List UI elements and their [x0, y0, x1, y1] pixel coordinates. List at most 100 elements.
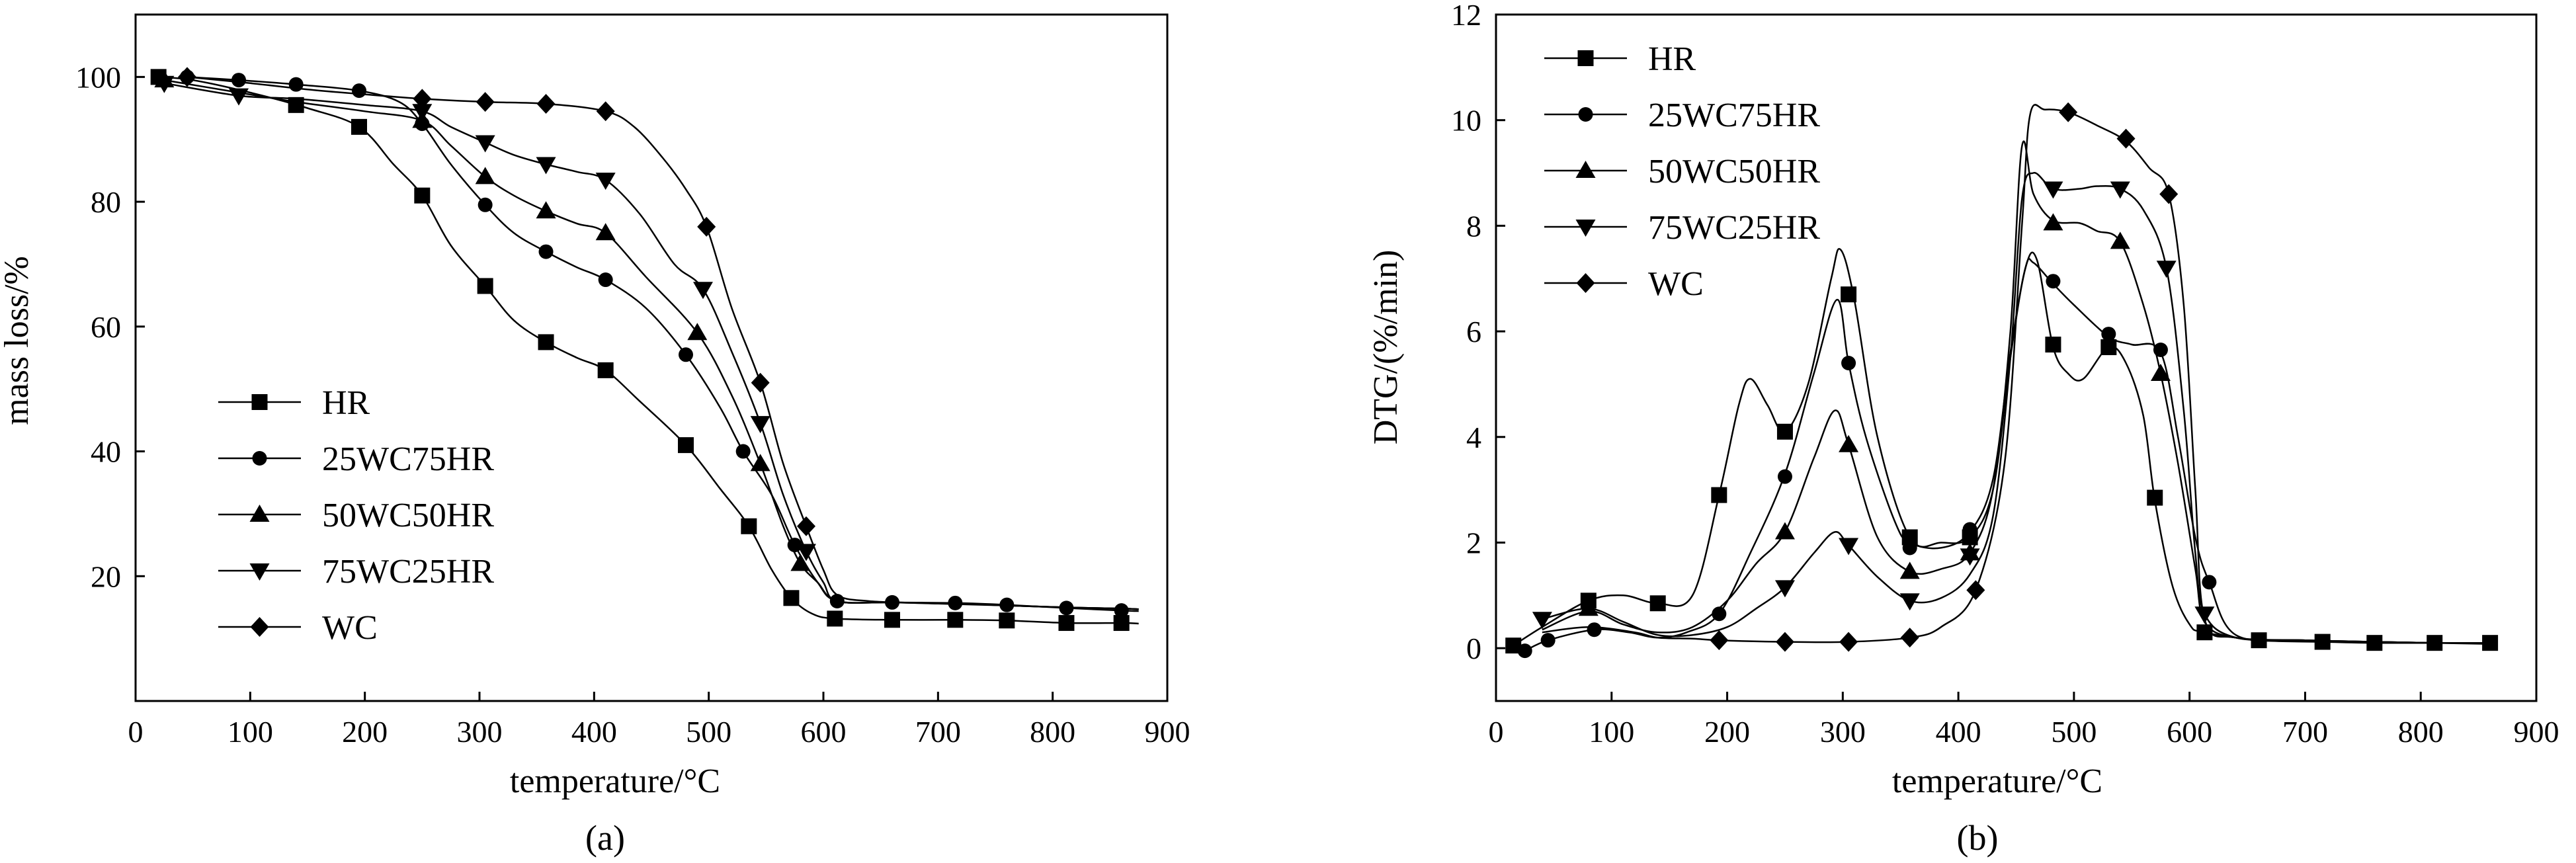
data-point-50wc50hr	[1578, 598, 1599, 616]
data-point-25wc75hr	[735, 444, 751, 459]
data-point-25wc75hr	[679, 347, 693, 362]
legend-marker-50wc50hr	[1575, 161, 1596, 178]
data-point-25wc75hr	[2153, 343, 2168, 358]
data-point-75wc25hr	[2156, 261, 2177, 278]
x-tick-label-a: 200	[342, 715, 388, 749]
x-tick-label-a: 800	[1030, 715, 1075, 749]
data-point-75wc25hr	[536, 157, 556, 175]
data-point-hr	[351, 118, 367, 135]
x-tick-label-a: 500	[686, 715, 731, 749]
data-point-wc	[1966, 580, 1985, 600]
data-point-50wc50hr	[1899, 561, 1920, 579]
legend-marker-wc	[250, 617, 269, 637]
data-point-75wc25hr	[475, 135, 495, 153]
series-75wc25hr-a	[154, 75, 1139, 610]
series-line-wc	[187, 76, 1139, 610]
x-tick-label-a: 600	[801, 715, 847, 749]
data-point-25wc75hr	[1587, 622, 1602, 637]
y-tick-label-a: 100	[75, 60, 121, 94]
data-point-wc	[751, 372, 770, 393]
x-tick-label-b: 800	[2398, 715, 2444, 749]
data-point-50wc50hr	[475, 167, 495, 185]
data-point-25wc75hr	[2046, 274, 2061, 289]
y-tick-label-b: 2	[1466, 526, 1481, 559]
data-point-hr	[477, 278, 493, 294]
data-point-25wc75hr	[1540, 633, 1556, 648]
data-point-hr	[999, 612, 1015, 629]
chart-panel-b: DTG/(%/min) temperature/°C (b) 0 100 200 30…	[1367, 0, 2559, 858]
data-point-hr	[1841, 286, 1857, 303]
series-line-25wc75hr	[1524, 258, 2491, 652]
series-line-50wc50hr	[164, 79, 1139, 610]
data-point-50wc50hr	[1839, 434, 1859, 452]
data-point-75wc25hr	[1960, 548, 1980, 566]
legend-marker-75wc25hr	[1575, 220, 1596, 237]
series-line-hr	[1513, 248, 2491, 647]
data-point-hr	[783, 590, 800, 606]
data-point-hr	[597, 362, 614, 378]
data-point-hr	[884, 612, 900, 628]
data-point-wc	[1775, 632, 1794, 652]
data-point-25wc75hr	[598, 272, 613, 288]
data-point-wc	[697, 216, 716, 237]
data-point-50wc50hr	[595, 223, 616, 241]
y-tick-label-b: 4	[1466, 421, 1481, 454]
data-point-wc	[536, 93, 556, 114]
legend-label-50wc50hr: 50WC50HR	[1648, 153, 1820, 190]
series-line-wc	[1542, 104, 2491, 645]
panel-label-a: (a)	[585, 818, 625, 858]
y-tick-label-a: 20	[91, 559, 121, 593]
x-tick-label-b: 400	[1936, 715, 1981, 749]
x-tick-label-b: 300	[1820, 715, 1866, 749]
series-line-hr	[158, 76, 1139, 625]
data-point-75wc25hr	[412, 104, 433, 122]
data-point-75wc25hr	[750, 416, 770, 434]
panel-label-b: (b)	[1957, 818, 1999, 858]
data-point-hr	[538, 334, 554, 350]
data-point-25wc75hr	[1962, 522, 1977, 537]
y-tick-label-b: 10	[1451, 104, 1481, 138]
data-point-25wc75hr	[231, 73, 246, 88]
x-tick-label-b: 700	[2282, 715, 2328, 749]
data-point-50wc50hr	[1774, 522, 1795, 540]
xlabel-a: temperature/°C	[510, 762, 720, 800]
legend-label-hr: HR	[1648, 40, 1696, 78]
legend-label-hr: HR	[322, 384, 370, 422]
data-point-wc	[1710, 630, 1729, 651]
series-50wc50hr-a	[154, 70, 1139, 610]
x-tick-label-a: 300	[457, 715, 503, 749]
xlabel-b: temperature/°C	[1892, 762, 2102, 800]
data-point-50wc50hr	[750, 454, 770, 472]
legend-a: HR 25WC75HR 50WC50HR 75WC25HR WC	[218, 384, 494, 647]
x-tick-label-b: 500	[2051, 715, 2097, 749]
x-tick-label-a: 400	[571, 715, 617, 749]
data-point-75wc25hr	[1774, 580, 1795, 598]
data-point-50wc50hr	[2043, 213, 2063, 231]
x-tick-label-a: 700	[915, 715, 961, 749]
data-point-25wc75hr	[1712, 606, 1727, 622]
legend-label-75wc25hr: 75WC25HR	[1648, 209, 1820, 247]
y-tick-label-a: 80	[91, 185, 121, 219]
data-point-25wc75hr	[352, 83, 366, 99]
data-point-25wc75hr	[1902, 540, 1917, 555]
data-point-50wc50hr	[2110, 231, 2130, 249]
x-tick-label-a: 0	[128, 715, 144, 749]
data-point-25wc75hr	[1517, 643, 1532, 659]
data-point-hr	[827, 610, 843, 627]
x-tick-label-a: 100	[228, 715, 273, 749]
data-point-75wc25hr	[1899, 593, 1920, 611]
ylabel-a: mass loss/%	[0, 256, 36, 425]
data-point-25wc75hr	[1777, 469, 1792, 484]
legend-label-25wc75hr: 25WC75HR	[322, 440, 494, 478]
data-point-hr	[2147, 489, 2163, 506]
legend-marker-wc	[1576, 273, 1595, 293]
data-point-wc	[1900, 628, 1919, 648]
x-tick-label-b: 0	[1489, 715, 1504, 749]
y-tick-label-b: 8	[1466, 209, 1481, 243]
y-tick-label-a: 40	[91, 435, 121, 469]
data-point-75wc25hr	[2194, 606, 2215, 624]
x-tick-label-a: 900	[1145, 715, 1190, 749]
data-point-wc	[2159, 184, 2179, 204]
series-wc-a	[178, 67, 1139, 610]
